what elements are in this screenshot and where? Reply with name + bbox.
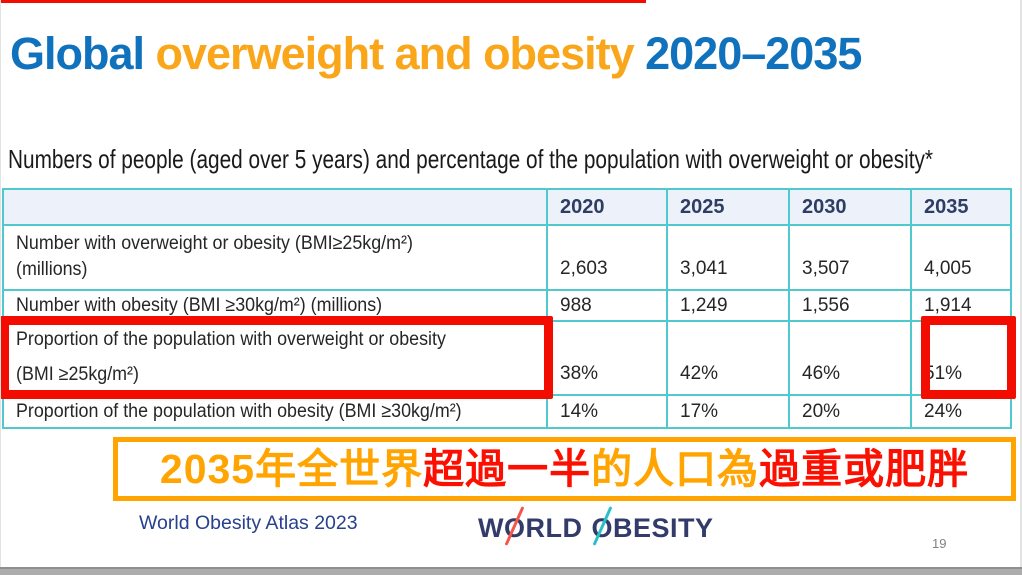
table-header-2030: 2030 bbox=[790, 190, 912, 226]
slide-right-edge bbox=[1020, 0, 1022, 575]
table-cell: 3,041 bbox=[668, 226, 790, 291]
banner-segment: 過重或肥胖 bbox=[759, 445, 970, 492]
table-header-2020: 2020 bbox=[548, 190, 668, 226]
red-annotation-box-row-label bbox=[0, 316, 553, 399]
highlight-banner: 2035年全世界 超過一半 的人口為 過重或肥胖 bbox=[113, 437, 1016, 501]
logo-o-world: O bbox=[504, 506, 526, 546]
logo-text: RLD bbox=[525, 513, 583, 543]
table-caption-text: Numbers of people (aged over 5 years) an… bbox=[8, 144, 934, 174]
title-part-global: Global bbox=[10, 28, 156, 79]
data-table: 2020 2025 2030 2035 Number with overweig… bbox=[2, 188, 1012, 429]
page-number: 19 bbox=[932, 536, 947, 551]
title-part-years: 2020–2035 bbox=[645, 28, 862, 79]
table-cell: 46% bbox=[790, 322, 912, 396]
table-header-2035: 2035 bbox=[912, 190, 1010, 226]
row-label-line1: Proportion of the population with overwe… bbox=[16, 329, 446, 350]
table-cell: 20% bbox=[790, 396, 912, 427]
slide-bottom-border bbox=[0, 567, 1022, 569]
row-label-line2: (BMI ≥25kg/m²) bbox=[16, 364, 139, 385]
slide-bottom-band bbox=[0, 569, 1022, 575]
table-cell: 24% bbox=[924, 400, 963, 422]
table-cell: 2,603 bbox=[548, 226, 668, 291]
table-cell: 17% bbox=[668, 396, 790, 427]
table-cell: 1,249 bbox=[668, 291, 790, 322]
table-header-empty bbox=[4, 190, 548, 226]
banner-segment: 超過一半 bbox=[423, 445, 592, 492]
source-citation: World Obesity Atlas 2023 bbox=[139, 512, 358, 534]
banner-segment: 2035年全世界 bbox=[159, 445, 424, 492]
red-pen-top-line bbox=[0, 0, 646, 3]
table-cell: 4,005 bbox=[912, 226, 1010, 291]
table-cell: 1,556 bbox=[790, 291, 912, 322]
table-cell: 42% bbox=[668, 322, 790, 396]
logo-text: BESITY bbox=[613, 513, 714, 543]
table-header-2025: 2025 bbox=[668, 190, 790, 226]
table-cell: 988 bbox=[548, 291, 668, 322]
table-cell: 38% bbox=[548, 322, 668, 396]
logo-o-obesity: O bbox=[592, 506, 614, 546]
banner-segment: 的人口為 bbox=[591, 445, 760, 492]
page-title: Global overweight and obesity 2020–2035 bbox=[10, 26, 862, 82]
row-label-line1: Proportion of the population with obesit… bbox=[16, 400, 462, 422]
row-label-line1: Number with obesity (BMI ≥30kg/m²) (mill… bbox=[16, 294, 383, 316]
row-label-line1: Number with overweight or obesity (BMI≥2… bbox=[16, 233, 413, 254]
red-annotation-box-51-percent bbox=[921, 316, 1016, 399]
row-label-line2: (millions) bbox=[16, 259, 88, 280]
table-caption: Numbers of people (aged over 5 years) an… bbox=[8, 144, 1022, 174]
table-cell: 14% bbox=[548, 396, 668, 427]
row-label-overweight-number: Number with overweight or obesity (BMI≥2… bbox=[4, 226, 548, 291]
slide-left-edge bbox=[0, 0, 1, 575]
logo-text: W bbox=[478, 513, 504, 543]
row-label-obesity-proportion: Proportion of the population with obesit… bbox=[4, 396, 548, 427]
title-part-overweight-obesity: overweight and obesity bbox=[155, 28, 646, 79]
table-cell: 3,507 bbox=[790, 226, 912, 291]
world-obesity-logo: W O RLD O BESITY bbox=[478, 506, 714, 546]
